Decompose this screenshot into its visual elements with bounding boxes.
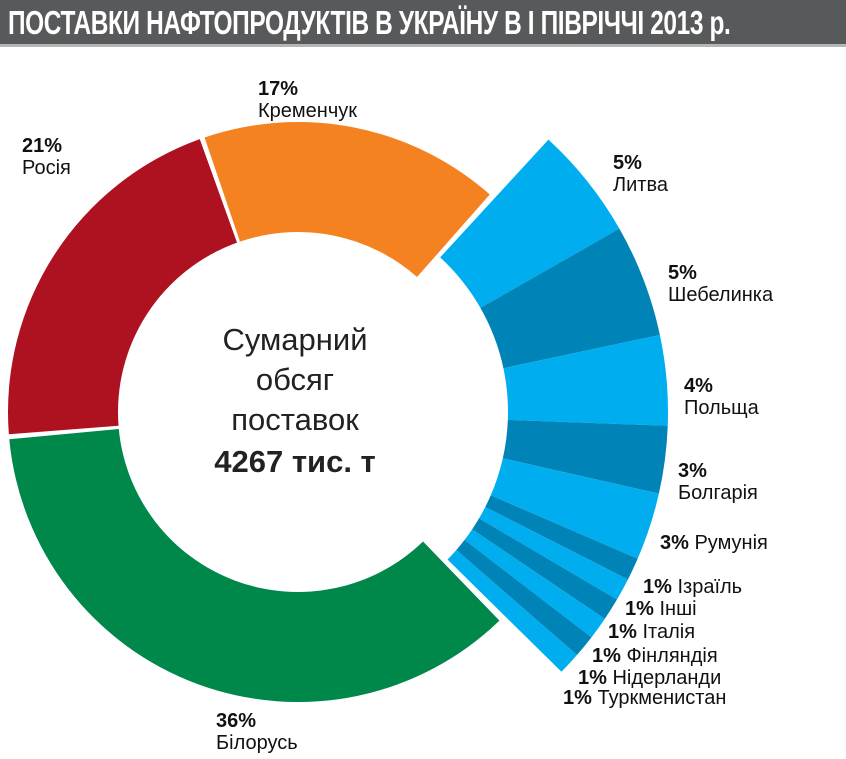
- slice-label-4: 3% Румунія: [660, 532, 768, 554]
- slice-label-8: 1% Фінляндія: [592, 645, 718, 667]
- slice-percent: 5%: [613, 152, 642, 174]
- slice-4: [490, 458, 659, 559]
- slice-11: [9, 428, 500, 702]
- slice-5: [485, 495, 638, 580]
- slice-name: Росія: [22, 157, 71, 179]
- slice-name: Румунія: [694, 532, 768, 554]
- slice-1: [480, 228, 660, 369]
- slice-name: Нідерланди: [612, 667, 722, 689]
- slice-12: [8, 139, 238, 435]
- slice-label-0: 5% Литва: [613, 152, 668, 196]
- slice-percent: 4%: [684, 375, 713, 397]
- chart-title: ПОСТАВКИ НАФТОПРОДУКТІВ В УКРАЇНУ В І ПІ…: [8, 4, 731, 41]
- slice-percent: 36%: [216, 710, 257, 732]
- slice-percent: 1%: [592, 645, 621, 667]
- slice-name: Фінляндія: [626, 645, 718, 667]
- slice-13: [204, 122, 490, 277]
- slice-percent: 1%: [578, 667, 607, 689]
- slice-label-12: 21% Росія: [22, 135, 71, 179]
- slice-percent: 5%: [668, 262, 697, 284]
- title-bar: ПОСТАВКИ НАФТОПРОДУКТІВ В УКРАЇНУ В І ПІ…: [0, 0, 846, 47]
- slice-label-3: 3% Болгарія: [678, 460, 758, 504]
- slice-name: Шебелинка: [668, 284, 774, 306]
- slice-name: Кременчук: [258, 100, 357, 122]
- slice-percent: 1%: [643, 576, 672, 598]
- slice-percent: 1%: [563, 687, 592, 709]
- slice-label-5: 1% Ізраїль: [643, 576, 742, 598]
- slice-percent: 3%: [660, 532, 689, 554]
- slice-percent: 1%: [608, 621, 637, 643]
- slice-percent: 21%: [22, 135, 63, 157]
- center-total: 4267 тис. т: [214, 444, 376, 479]
- slice-label-9: 1% Нідерланди: [578, 667, 721, 689]
- slice-3: [502, 419, 668, 494]
- slice-label-7: 1% Італія: [608, 621, 695, 643]
- slice-percent: 17%: [258, 78, 299, 100]
- slice-label-13: 17% Кременчук: [258, 78, 357, 122]
- center-line-2: обсяг: [255, 362, 335, 397]
- slice-6: [479, 507, 628, 600]
- slice-name: Туркменистан: [597, 687, 727, 709]
- slice-name: Ізраїль: [677, 576, 743, 598]
- slice-name: Інші: [659, 598, 697, 620]
- slice-name: Польща: [684, 397, 759, 419]
- slice-name: Білорусь: [216, 732, 298, 754]
- slice-name: Литва: [613, 174, 668, 196]
- slice-percent: 3%: [678, 460, 707, 482]
- slice-label-1: 5% Шебелинка: [668, 262, 773, 306]
- center-line-1: Сумарний: [222, 322, 368, 357]
- slice-9: [456, 539, 592, 656]
- slice-name: Італія: [642, 621, 696, 643]
- slice-10: [447, 549, 577, 672]
- slice-label-10: 1% Туркменистан: [563, 687, 726, 709]
- slice-0: [440, 139, 620, 308]
- slice-label-2: 4% Польща: [684, 375, 759, 419]
- slice-2: [503, 334, 668, 426]
- slice-percent: 1%: [625, 598, 654, 620]
- slice-name: Болгарія: [678, 482, 758, 504]
- slice-label-11: 36% Білорусь: [216, 710, 298, 754]
- slice-8: [464, 529, 605, 638]
- center-line-3: поставок: [231, 402, 359, 437]
- slice-label-6: 1% Інші: [625, 598, 697, 620]
- slice-7: [472, 518, 617, 619]
